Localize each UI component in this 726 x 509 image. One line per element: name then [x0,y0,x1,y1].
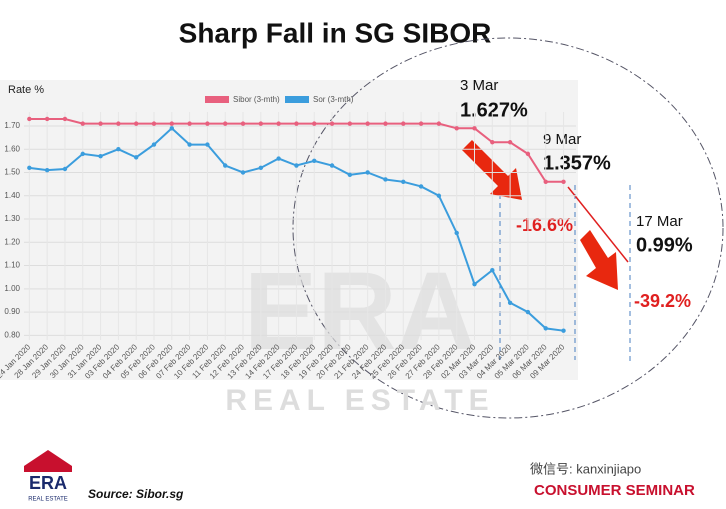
seminar: CONSUMER SEMINAR [534,482,695,499]
data-point [258,165,264,171]
data-point [133,155,139,160]
data-point [347,121,353,126]
data-point [294,163,299,168]
data-point [27,165,32,171]
data-point [329,121,335,126]
legend-label: Sibor (3-mth) [233,95,280,104]
data-point [454,126,459,131]
data-point [525,309,531,315]
data-point [561,328,566,333]
data-point [472,126,477,131]
annotation: 0.99% [636,234,693,256]
data-point [365,170,370,175]
y-axis-label: Rate % [8,84,44,96]
legend-swatch [205,96,229,103]
data-point [27,116,32,122]
data-point [525,151,531,157]
data-point [347,172,353,178]
data-point [276,156,281,161]
data-point [44,116,50,122]
data-point [80,151,85,157]
chart-title: Sharp Fall in SG SIBOR [179,17,492,48]
annotation: 1.357% [543,152,611,174]
watermark-logo: ERA [244,250,476,373]
data-point [490,268,495,273]
data-point [294,121,299,126]
data-point [258,121,264,126]
data-point [44,167,50,173]
arrow [580,230,618,290]
y-tick-label: 1.30 [4,214,20,223]
data-point [205,142,210,147]
data-point [223,121,228,126]
data-point [454,230,459,236]
annotation: -16.6% [516,215,573,235]
data-point [205,121,210,126]
data-point [329,163,335,168]
data-point [223,163,228,168]
data-point [169,126,174,131]
data-point [169,121,174,126]
data-point [240,121,246,126]
data-point [116,121,121,126]
annotation: 17 Mar [636,213,683,230]
data-point [507,300,513,305]
data-point [98,121,103,126]
logo: ERA [29,473,67,493]
y-tick-label: 1.40 [4,191,20,200]
data-point [276,121,281,126]
data-point [543,326,548,331]
data-point [187,121,192,126]
y-tick-label: 1.00 [4,284,20,293]
data-point [116,147,121,152]
data-point [436,193,442,198]
source: Source: Sibor.sg [88,487,184,501]
data-point [98,154,103,159]
chart-panel [0,80,578,380]
data-point [383,177,388,182]
logo-roof [24,450,72,472]
data-point [401,121,406,126]
legend-swatch [285,96,309,103]
annotation: 1.627% [460,99,528,121]
highlight-circle [292,37,724,419]
data-point [151,142,157,147]
data-point [62,166,68,172]
data-point [187,142,192,147]
data-point [62,116,68,122]
data-point [436,121,442,126]
data-point [472,281,477,287]
annotation: -39.2% [634,291,691,311]
annotation: 9 Mar [543,131,581,148]
data-point [543,179,548,184]
trend-line [567,186,629,263]
y-tick-label: 1.10 [4,261,20,270]
y-tick-label: 1.50 [4,168,20,177]
data-point [312,121,317,126]
data-point [490,140,495,145]
data-point [240,170,246,175]
y-tick-label: 1.20 [4,237,20,246]
data-point [401,179,406,184]
annotation: 3 Mar [460,77,498,94]
logo-sub: REAL ESTATE [28,497,68,503]
y-tick-label: 0.80 [4,330,20,339]
watermark-sub: REAL ESTATE [225,384,494,417]
watermark-text: 微信号: kanxinjiapo [530,461,641,476]
data-point [133,121,139,126]
data-point [507,140,513,145]
y-tick-label: 1.60 [4,144,20,153]
data-point [365,121,370,126]
y-tick-label: 0.90 [4,307,20,316]
data-point [312,158,317,164]
legend-label: Sor (3-mth) [313,95,354,104]
data-point [80,121,85,126]
data-point [418,121,424,126]
data-point [383,121,388,126]
data-point [418,184,424,189]
y-tick-label: 1.70 [4,121,20,130]
data-point [561,179,566,184]
data-point [151,121,157,126]
